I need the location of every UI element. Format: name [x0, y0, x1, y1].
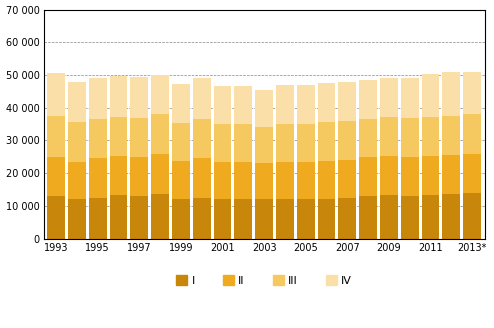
Bar — [130, 157, 148, 196]
Bar — [380, 117, 398, 156]
Bar — [338, 198, 356, 238]
Bar — [359, 157, 377, 196]
Bar — [318, 199, 335, 238]
Bar — [193, 198, 210, 238]
Bar — [338, 121, 356, 160]
Bar — [193, 158, 210, 198]
Bar — [172, 84, 190, 123]
Bar — [68, 122, 86, 162]
Bar — [68, 199, 86, 238]
Bar — [68, 162, 86, 199]
Bar — [443, 195, 460, 238]
Bar — [422, 117, 439, 156]
Bar — [443, 72, 460, 116]
Bar — [276, 124, 294, 162]
Bar — [443, 116, 460, 155]
Bar — [338, 82, 356, 121]
Bar — [172, 123, 190, 161]
Bar — [172, 161, 190, 199]
Bar — [380, 156, 398, 195]
Bar — [47, 196, 65, 238]
Bar — [89, 198, 107, 238]
Bar — [297, 199, 315, 238]
Bar — [213, 124, 231, 162]
Bar — [235, 199, 252, 238]
Bar — [47, 157, 65, 196]
Bar — [110, 76, 127, 117]
Bar — [297, 85, 315, 124]
Bar — [297, 124, 315, 162]
Bar — [276, 162, 294, 199]
Bar — [401, 157, 418, 196]
Bar — [255, 163, 273, 199]
Bar — [422, 74, 439, 117]
Bar — [193, 78, 210, 119]
Bar — [89, 78, 107, 119]
Bar — [318, 122, 335, 161]
Bar — [68, 82, 86, 122]
Bar — [130, 77, 148, 117]
Bar — [110, 156, 127, 195]
Bar — [255, 90, 273, 127]
Bar — [213, 162, 231, 199]
Bar — [151, 195, 169, 238]
Bar — [255, 127, 273, 163]
Bar — [463, 114, 481, 154]
Bar — [110, 117, 127, 156]
Bar — [380, 78, 398, 117]
Bar — [359, 196, 377, 238]
Bar — [380, 195, 398, 238]
Bar — [47, 116, 65, 157]
Bar — [359, 80, 377, 119]
Bar — [151, 114, 169, 154]
Bar — [89, 119, 107, 158]
Bar — [422, 156, 439, 195]
Bar — [359, 119, 377, 157]
Bar — [255, 199, 273, 238]
Legend: I, II, III, IV: I, II, III, IV — [172, 271, 357, 290]
Bar — [276, 85, 294, 124]
Bar — [422, 195, 439, 238]
Bar — [235, 124, 252, 162]
Bar — [151, 75, 169, 114]
Bar — [213, 199, 231, 238]
Bar — [463, 193, 481, 238]
Bar — [89, 158, 107, 198]
Bar — [463, 154, 481, 193]
Bar — [276, 199, 294, 238]
Bar — [193, 119, 210, 158]
Bar — [235, 162, 252, 199]
Bar — [463, 72, 481, 114]
Bar — [318, 83, 335, 122]
Bar — [401, 117, 418, 157]
Bar — [297, 162, 315, 199]
Bar — [213, 87, 231, 124]
Bar — [130, 196, 148, 238]
Bar — [401, 196, 418, 238]
Bar — [443, 155, 460, 195]
Bar — [151, 154, 169, 195]
Bar — [338, 160, 356, 198]
Bar — [47, 73, 65, 116]
Bar — [401, 78, 418, 117]
Bar — [172, 199, 190, 238]
Bar — [235, 87, 252, 124]
Bar — [318, 161, 335, 199]
Bar — [130, 117, 148, 157]
Bar — [110, 195, 127, 238]
